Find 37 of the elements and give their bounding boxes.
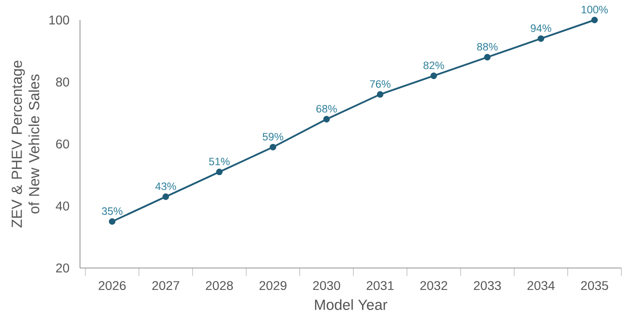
x-tick-label: 2028 [206, 281, 233, 290]
data-label: 94% [530, 24, 552, 32]
point [270, 144, 276, 150]
point [108, 218, 116, 225]
data-label: 76% [370, 80, 390, 88]
y-tick-label: 60 [56, 140, 70, 148]
data-label: 68% [316, 105, 337, 113]
point [484, 54, 491, 60]
point [376, 91, 384, 98]
data-label: 59% [262, 132, 284, 140]
y-tick-label: 20 [56, 264, 70, 272]
data-label: 35% [102, 207, 122, 215]
x-tick-label: 2032 [420, 281, 448, 290]
x-tick-label: 2027 [152, 281, 180, 290]
data-label: 82% [424, 62, 444, 70]
x-axis-title: Model Year [315, 299, 388, 310]
data-label: 88% [477, 43, 498, 51]
x-tick-label: 2034 [527, 281, 555, 290]
x-tick-label: 2035 [581, 281, 608, 290]
x-tick-label: 2031 [366, 281, 394, 290]
y-tick-label: 80 [56, 78, 70, 86]
x-tick-label: 2029 [259, 281, 286, 290]
y-tick-label: 100 [49, 16, 70, 24]
point [430, 72, 438, 80]
y-tick-label: 40 [56, 202, 70, 210]
point [216, 168, 223, 176]
x-tick-label: 2030 [313, 281, 340, 290]
data-label: 51% [209, 158, 230, 166]
data-label: 43% [155, 182, 176, 190]
point [538, 35, 544, 42]
x-tick-label: 2033 [474, 281, 501, 290]
point [323, 116, 330, 122]
x-tick-label: 2026 [98, 281, 126, 290]
point [162, 193, 170, 200]
data-label: 100% [582, 6, 608, 14]
y-axis-title: ZEV & PHEV Percentage of New Vehicle Sales [12, 60, 40, 228]
point [591, 16, 598, 24]
